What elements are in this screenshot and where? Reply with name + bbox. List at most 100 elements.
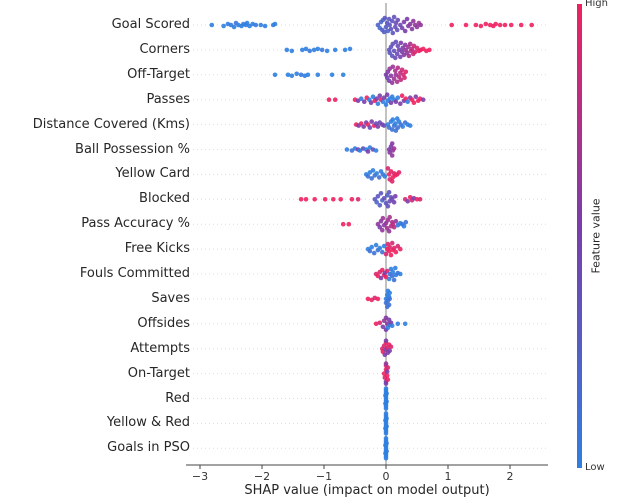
shap-point [407, 123, 413, 128]
x-tick-label: −2 [254, 470, 270, 483]
shap-point [384, 369, 390, 374]
feature-label: Goal Scored [111, 17, 190, 32]
shap-point [332, 97, 338, 102]
shap-point [529, 22, 534, 28]
shap-point [386, 190, 392, 195]
shap-point [393, 55, 398, 61]
shap-point [395, 43, 401, 49]
shap-point [315, 46, 321, 52]
shap-point [307, 48, 313, 54]
shap-point [370, 94, 376, 99]
shap-point [412, 49, 418, 55]
shap-point [371, 250, 377, 256]
shap-point [411, 100, 417, 105]
shap-point [377, 245, 383, 251]
shap-point [478, 23, 484, 29]
feature-label: On-Target [127, 365, 190, 381]
shap-point [383, 361, 389, 366]
feature-label: Corners [139, 41, 190, 57]
shap-point [386, 248, 392, 254]
shap-point [305, 72, 311, 78]
feature-label: Ball Possession % [75, 141, 190, 157]
shap-point [395, 65, 401, 71]
shap-point [258, 22, 264, 28]
feature-label: Blocked [139, 191, 190, 207]
shap-point [398, 101, 403, 106]
shap-point [370, 168, 376, 173]
x-tick-label: −1 [316, 470, 332, 483]
shap-point [367, 248, 373, 254]
shap-point [393, 218, 399, 224]
x-tick-label: −3 [192, 470, 208, 483]
shap-point [385, 365, 391, 370]
shap-point [331, 197, 336, 202]
shap-point [209, 22, 215, 28]
feature-label: Passes [146, 91, 190, 107]
shap-point [376, 175, 382, 180]
shap-point [389, 80, 395, 86]
shap-point [383, 418, 388, 423]
shap-point [380, 99, 386, 104]
shap-point [300, 47, 305, 53]
shap-point [518, 22, 524, 28]
shap-point [284, 47, 290, 53]
feature-label: Saves [151, 290, 190, 306]
shap-point [272, 21, 278, 27]
shap-point [381, 196, 387, 201]
shap-point [315, 72, 321, 78]
feature-label: Offsides [137, 315, 190, 331]
shap-point [294, 71, 300, 77]
shap-point [398, 271, 403, 277]
shap-point [391, 48, 397, 54]
shap-point [387, 244, 393, 250]
x-axis-label: SHAP value (impact on model output) [244, 483, 490, 498]
shap-point [387, 348, 393, 354]
x-tick-label: 1 [445, 470, 452, 483]
shap-point [395, 17, 401, 23]
feature-label: Yellow Card [115, 166, 190, 182]
shap-point [311, 47, 317, 53]
shap-point [386, 302, 392, 308]
shap-point [340, 221, 346, 227]
shap-point [303, 46, 309, 52]
shap-point [381, 29, 387, 35]
shap-point [380, 324, 386, 330]
shap-point [386, 228, 392, 234]
shap-point [369, 119, 375, 124]
x-tick-label: 2 [507, 470, 514, 483]
shap-point [253, 22, 259, 28]
shap-point [381, 95, 387, 100]
shap-point [386, 276, 392, 282]
shap-point [369, 244, 375, 250]
shap-point [383, 251, 389, 257]
shap-point [414, 24, 420, 30]
shap-point [377, 93, 383, 98]
shap-point [387, 22, 393, 28]
shap-point [388, 73, 394, 79]
shap-point [391, 245, 397, 251]
shap-point [289, 48, 295, 54]
shap-point [405, 99, 411, 104]
shap-point [380, 227, 385, 233]
shap-point [402, 28, 408, 34]
shap-point [369, 176, 375, 181]
shap-point [329, 72, 335, 78]
shap-point [387, 290, 393, 296]
shap-point [365, 296, 371, 302]
shap-point [383, 451, 388, 456]
shap-point [378, 191, 384, 196]
feature-label: Distance Covered (Kms) [32, 116, 190, 132]
shap-point [387, 296, 393, 302]
shap-point [322, 197, 328, 202]
shap-point [393, 99, 399, 104]
shap-point [377, 203, 383, 208]
shap-point [409, 26, 415, 32]
shap-point [417, 197, 423, 202]
shap-point [399, 25, 405, 31]
shap-point [407, 21, 413, 27]
shap-point [383, 456, 389, 461]
shap-point [449, 22, 455, 28]
colorbar-axis-label: Feature value [589, 198, 603, 274]
shap-point [231, 24, 237, 30]
shap-point [374, 171, 380, 176]
